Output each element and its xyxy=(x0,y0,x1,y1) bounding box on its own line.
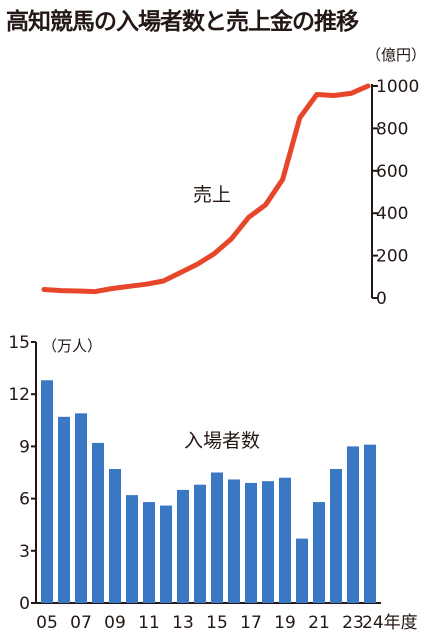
sales-series-label: 売上 xyxy=(193,184,231,206)
attendance-y-tick-label: 15 xyxy=(8,333,30,353)
attendance-y-tick-label: 3 xyxy=(19,542,30,562)
attendance-bar xyxy=(143,502,155,603)
attendance-x-tick-label: 19 xyxy=(274,613,296,633)
attendance-x-tick-label: 07 xyxy=(70,613,92,633)
sales-y-tick-label: 1000 xyxy=(376,77,419,97)
attendance-bar xyxy=(245,482,257,603)
attendance-y-tick-label: 9 xyxy=(19,437,30,457)
attendance-x-tick-label: 21 xyxy=(308,613,330,633)
sales-y-tick-label: 600 xyxy=(376,162,408,182)
attendance-x-tick-label: 09 xyxy=(104,613,126,633)
attendance-bar xyxy=(194,484,206,603)
attendance-bar xyxy=(160,505,172,603)
attendance-bar xyxy=(126,495,138,603)
sales-y-tick-label: 800 xyxy=(376,119,408,139)
sales-y-tick-label: 0 xyxy=(376,289,387,309)
attendance-bar xyxy=(313,502,325,603)
attendance-bar xyxy=(211,472,223,603)
attendance-bar xyxy=(41,380,53,603)
attendance-x-tick-label: 24年度 xyxy=(362,613,418,633)
attendance-x-tick-label: 13 xyxy=(172,613,194,633)
sales-unit-label: （億円） xyxy=(366,46,426,64)
sales-y-tick-label: 400 xyxy=(376,204,408,224)
attendance-bar xyxy=(279,477,291,603)
attendance-bar xyxy=(296,538,308,603)
attendance-series-label: 入場者数 xyxy=(184,430,260,452)
attendance-bar xyxy=(228,479,240,603)
attendance-x-tick-label: 05 xyxy=(36,613,58,633)
attendance-bar xyxy=(177,489,189,603)
attendance-bar xyxy=(330,469,342,603)
attendance-x-tick-label: 11 xyxy=(138,613,160,633)
attendance-bar xyxy=(262,481,274,603)
attendance-y-tick-label: 12 xyxy=(8,385,30,405)
sales-series-line xyxy=(41,83,371,295)
attendance-x-tick-label: 23 xyxy=(342,613,364,633)
attendance-unit-label: （万人） xyxy=(42,337,102,355)
attendance-bar xyxy=(347,446,359,603)
attendance-bar xyxy=(109,469,121,603)
attendance-y-tick-label: 6 xyxy=(19,490,30,510)
sales-y-tick-label: 200 xyxy=(376,247,408,267)
attendance-x-tick-label: 15 xyxy=(206,613,228,633)
attendance-bar xyxy=(58,416,70,603)
attendance-bar xyxy=(75,413,87,603)
attendance-bar xyxy=(364,444,376,603)
chart-title: 高知競馬の入場者数と売上金の推移 xyxy=(6,9,359,35)
attendance-y-tick-label: 0 xyxy=(19,594,30,614)
attendance-bar xyxy=(92,442,104,603)
sales-line-chart: 0 200 400 600 800 1000 （億円） 売上 xyxy=(41,46,426,309)
attendance-x-tick-label: 17 xyxy=(240,613,262,633)
